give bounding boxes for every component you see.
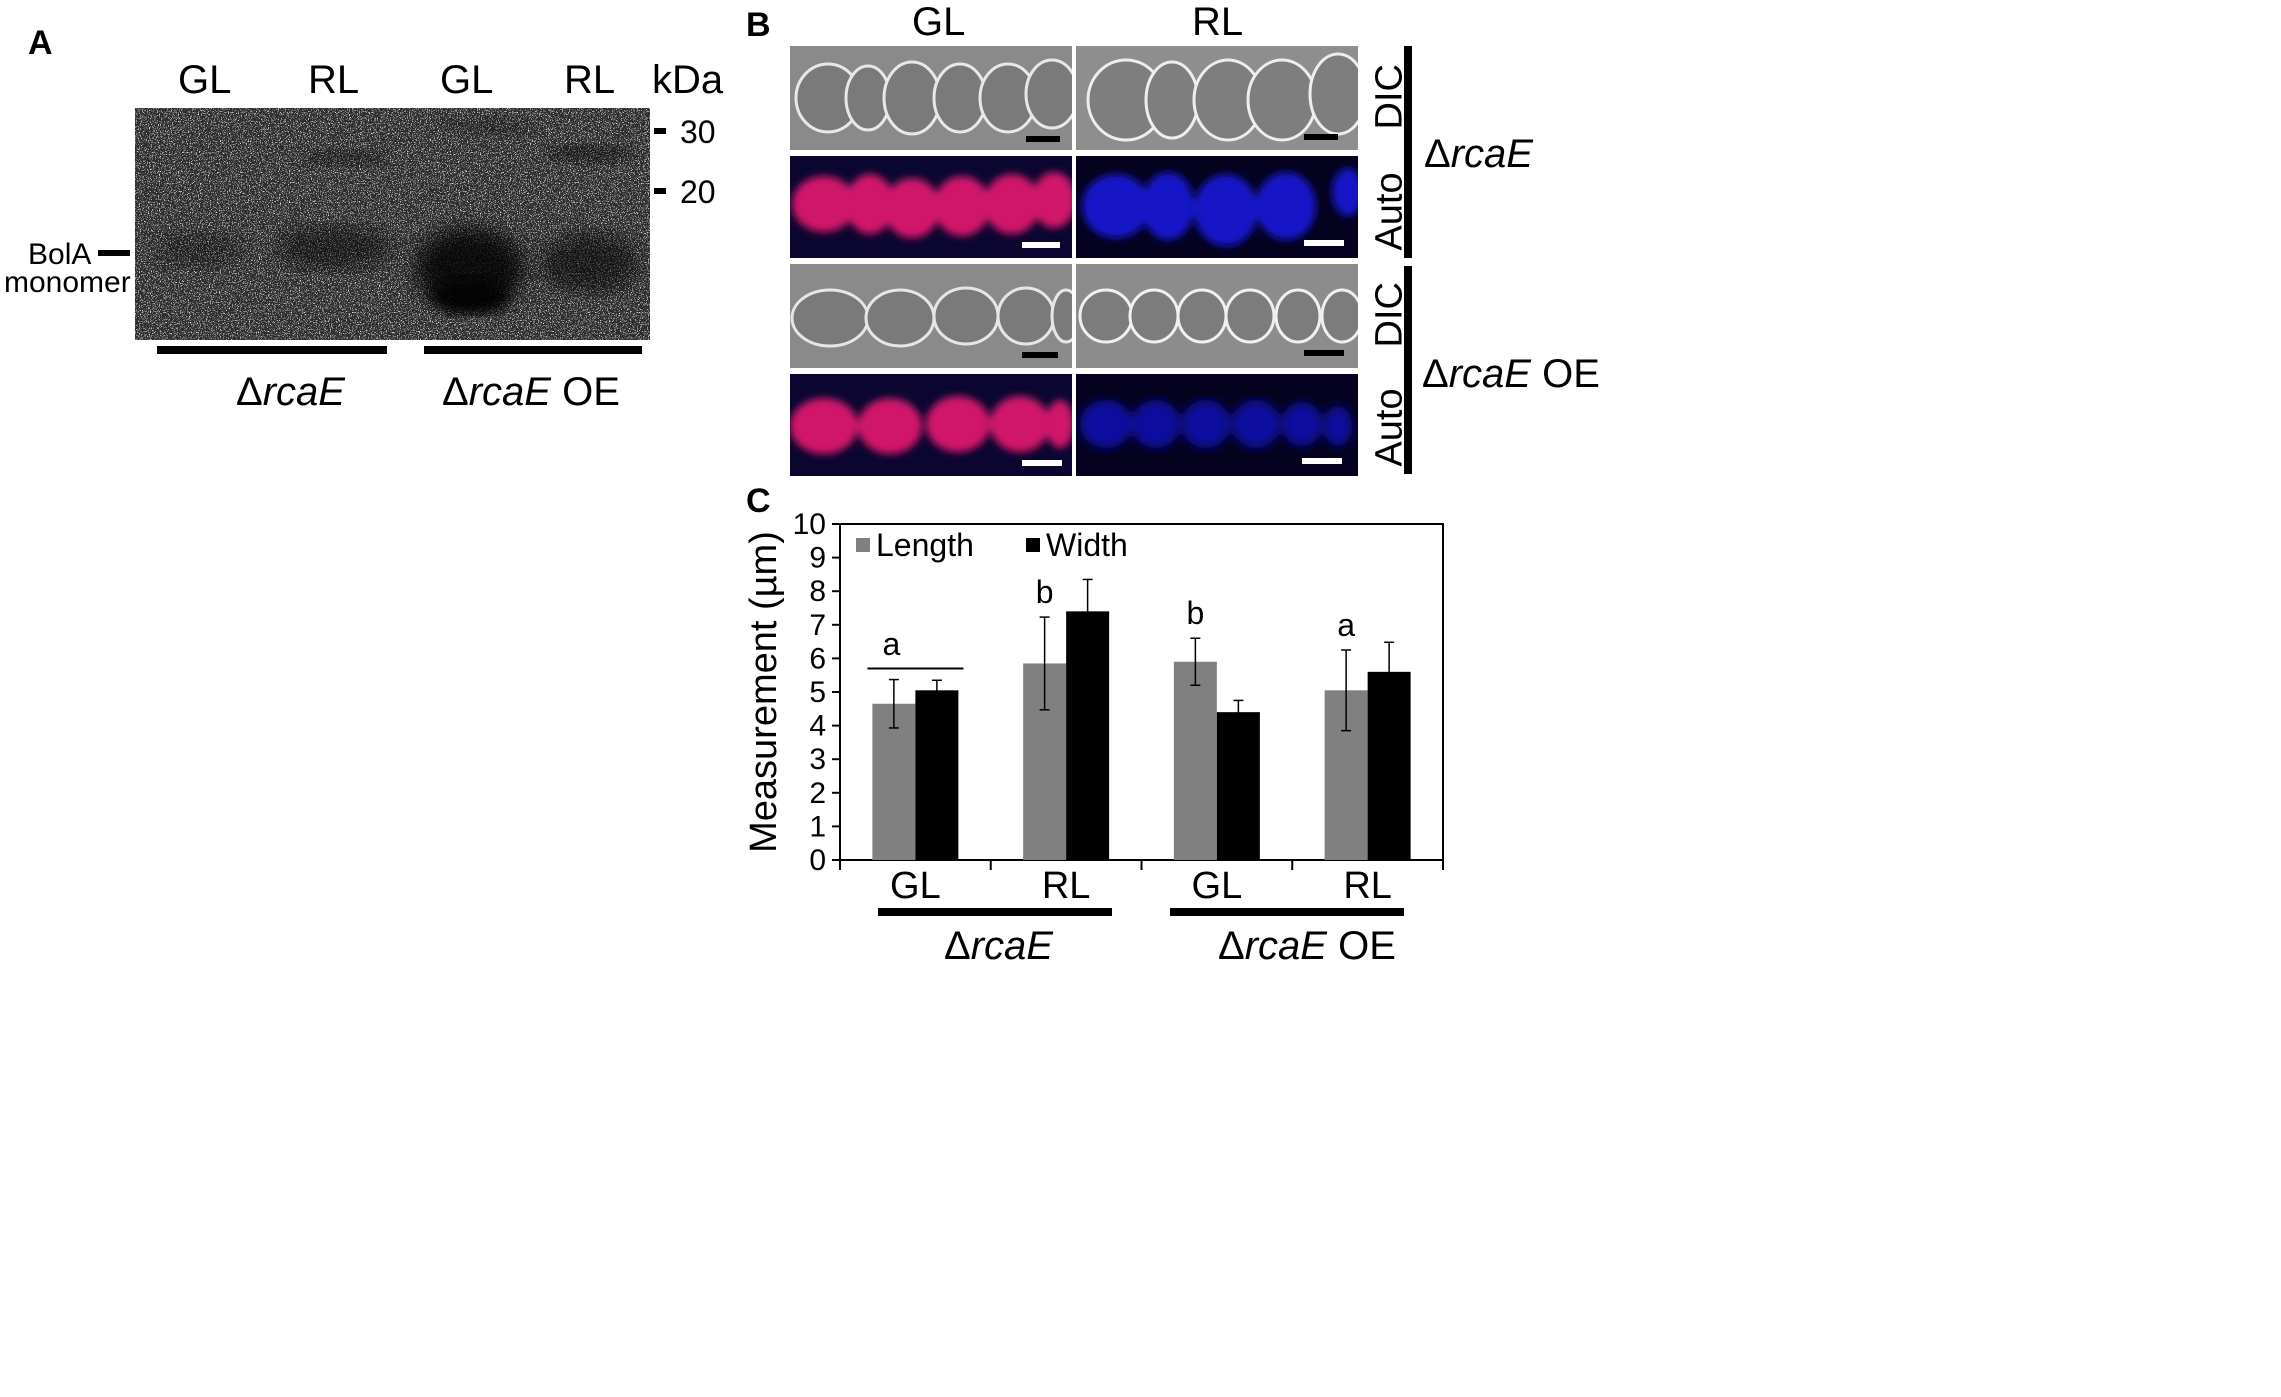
y-tick-label: 8 <box>809 575 826 608</box>
bar-length <box>872 703 916 860</box>
bola-label-line1: BolA <box>28 238 92 271</box>
dic-image-rcae-oe-rl <box>1076 264 1358 368</box>
y-tick-label: 5 <box>809 676 826 709</box>
scale-bar <box>1022 242 1060 248</box>
scale-bar <box>1304 350 1344 356</box>
y-tick-label: 2 <box>809 777 826 810</box>
scale-bar <box>1302 458 1342 464</box>
marker-tick-30 <box>654 128 666 134</box>
x-tick-label: RL <box>1343 865 1392 907</box>
western-blot-image <box>135 108 650 340</box>
group-label-c-rcae-oe: ΔrcaE OE <box>1218 924 1396 969</box>
gene-name: rcaE <box>1244 924 1327 968</box>
column-label-gl: GL <box>912 0 966 44</box>
significance-letter: b <box>1036 574 1054 610</box>
delta-symbol: Δ <box>1424 132 1451 176</box>
group-suffix: OE <box>1326 924 1396 968</box>
group-underline-rcae-oe <box>424 346 642 354</box>
marker-label-30: 30 <box>680 114 716 150</box>
dic-image-rcae-oe-gl <box>790 264 1072 368</box>
significance-letter: b <box>1186 595 1204 631</box>
scale-bar <box>1026 136 1060 142</box>
y-tick-label: 4 <box>809 710 826 743</box>
bar-width <box>915 690 959 860</box>
y-tick-label: 7 <box>809 609 826 642</box>
group-underline-c-rcae-oe <box>1170 908 1404 916</box>
auto-image-rcae-gl <box>790 156 1072 258</box>
delta-symbol: Δ <box>442 370 469 414</box>
bar-width <box>1066 611 1110 860</box>
auto-image-rcae-oe-rl <box>1076 374 1358 476</box>
group-label-c-rcae: ΔrcaE <box>944 924 1053 969</box>
panel-a-letter: A <box>28 24 53 62</box>
legend-label-width: Width <box>1046 527 1128 563</box>
scale-bar <box>1022 460 1062 466</box>
significance-letter: a <box>1337 607 1355 643</box>
group-underline-c-rcae <box>878 908 1112 916</box>
scale-bar <box>1304 134 1338 140</box>
delta-symbol: Δ <box>1422 352 1449 396</box>
lane-label-2: RL <box>308 58 360 102</box>
plot-frame <box>839 523 1444 861</box>
bola-label-line2: monomer <box>4 266 131 299</box>
auto-image-rcae-oe-gl <box>790 374 1072 476</box>
marker-tick-20 <box>654 188 666 194</box>
y-tick-label: 0 <box>809 844 826 877</box>
gene-name: rcaE <box>468 370 551 414</box>
group-label-rcae: ΔrcaE <box>236 370 345 415</box>
group-bracket-rcae-oe <box>1404 266 1412 474</box>
y-tick-label: 10 <box>793 508 826 541</box>
scale-bar <box>1022 352 1058 358</box>
bar-length <box>1324 690 1368 860</box>
x-tick-label: GL <box>890 865 941 907</box>
group-bracket-rcae <box>1404 46 1412 258</box>
gene-name: rcaE <box>1448 352 1531 396</box>
marker-label-20: 20 <box>680 174 716 210</box>
lane-label-4: RL <box>564 58 616 102</box>
y-tick-label: 1 <box>809 810 826 843</box>
bar-width <box>1216 712 1260 860</box>
dic-image-rcae-gl <box>790 46 1072 150</box>
scale-bar <box>1304 240 1344 246</box>
group-suffix: OE <box>550 370 620 414</box>
gene-name: rcaE <box>1450 132 1533 176</box>
y-tick-label: 6 <box>809 642 826 675</box>
auto-image-rcae-rl <box>1076 156 1358 258</box>
gene-name: rcaE <box>262 370 345 414</box>
group-underline-rcae <box>157 346 387 354</box>
panel-b-letter: B <box>746 6 771 44</box>
y-axis-label: Measurement (µm) <box>743 531 785 853</box>
legend-label-length: Length <box>876 527 974 563</box>
dic-image-rcae-rl <box>1076 46 1358 150</box>
x-tick-label: RL <box>1042 865 1091 907</box>
bar-length <box>1023 663 1067 860</box>
lane-label-3: GL <box>440 58 494 102</box>
group-suffix: OE <box>1530 352 1600 396</box>
lane-label-1: GL <box>178 58 232 102</box>
group-label-b-rcae: ΔrcaE <box>1424 132 1533 177</box>
column-label-rl: RL <box>1192 0 1244 44</box>
bola-pointer-line <box>98 250 130 256</box>
y-tick-label: 3 <box>809 743 826 776</box>
kda-label: kDa <box>652 58 724 102</box>
bar-width <box>1367 671 1411 860</box>
group-label-rcae-oe: ΔrcaE OE <box>442 370 620 415</box>
panel-c-letter: C <box>746 482 771 520</box>
delta-symbol: Δ <box>944 924 971 968</box>
x-tick-label: GL <box>1192 865 1243 907</box>
legend-swatch-length <box>856 538 870 552</box>
gene-name: rcaE <box>970 924 1053 968</box>
delta-symbol: Δ <box>1218 924 1245 968</box>
significance-letter: a <box>882 626 900 662</box>
bar-length <box>1173 661 1217 860</box>
group-label-b-rcae-oe: ΔrcaE OE <box>1422 352 1600 397</box>
delta-symbol: Δ <box>236 370 263 414</box>
legend-swatch-width <box>1026 538 1040 552</box>
y-tick-label: 9 <box>809 542 826 575</box>
